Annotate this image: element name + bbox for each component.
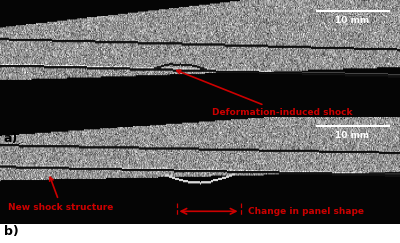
Text: 10 mm: 10 mm <box>335 16 370 25</box>
Text: New shock structure: New shock structure <box>8 177 114 212</box>
Text: 10 mm: 10 mm <box>335 131 370 140</box>
Text: Change in panel shape: Change in panel shape <box>248 207 364 216</box>
Text: Deformation-induced shock: Deformation-induced shock <box>177 70 353 117</box>
Text: a): a) <box>4 132 18 145</box>
Text: b): b) <box>4 225 19 238</box>
